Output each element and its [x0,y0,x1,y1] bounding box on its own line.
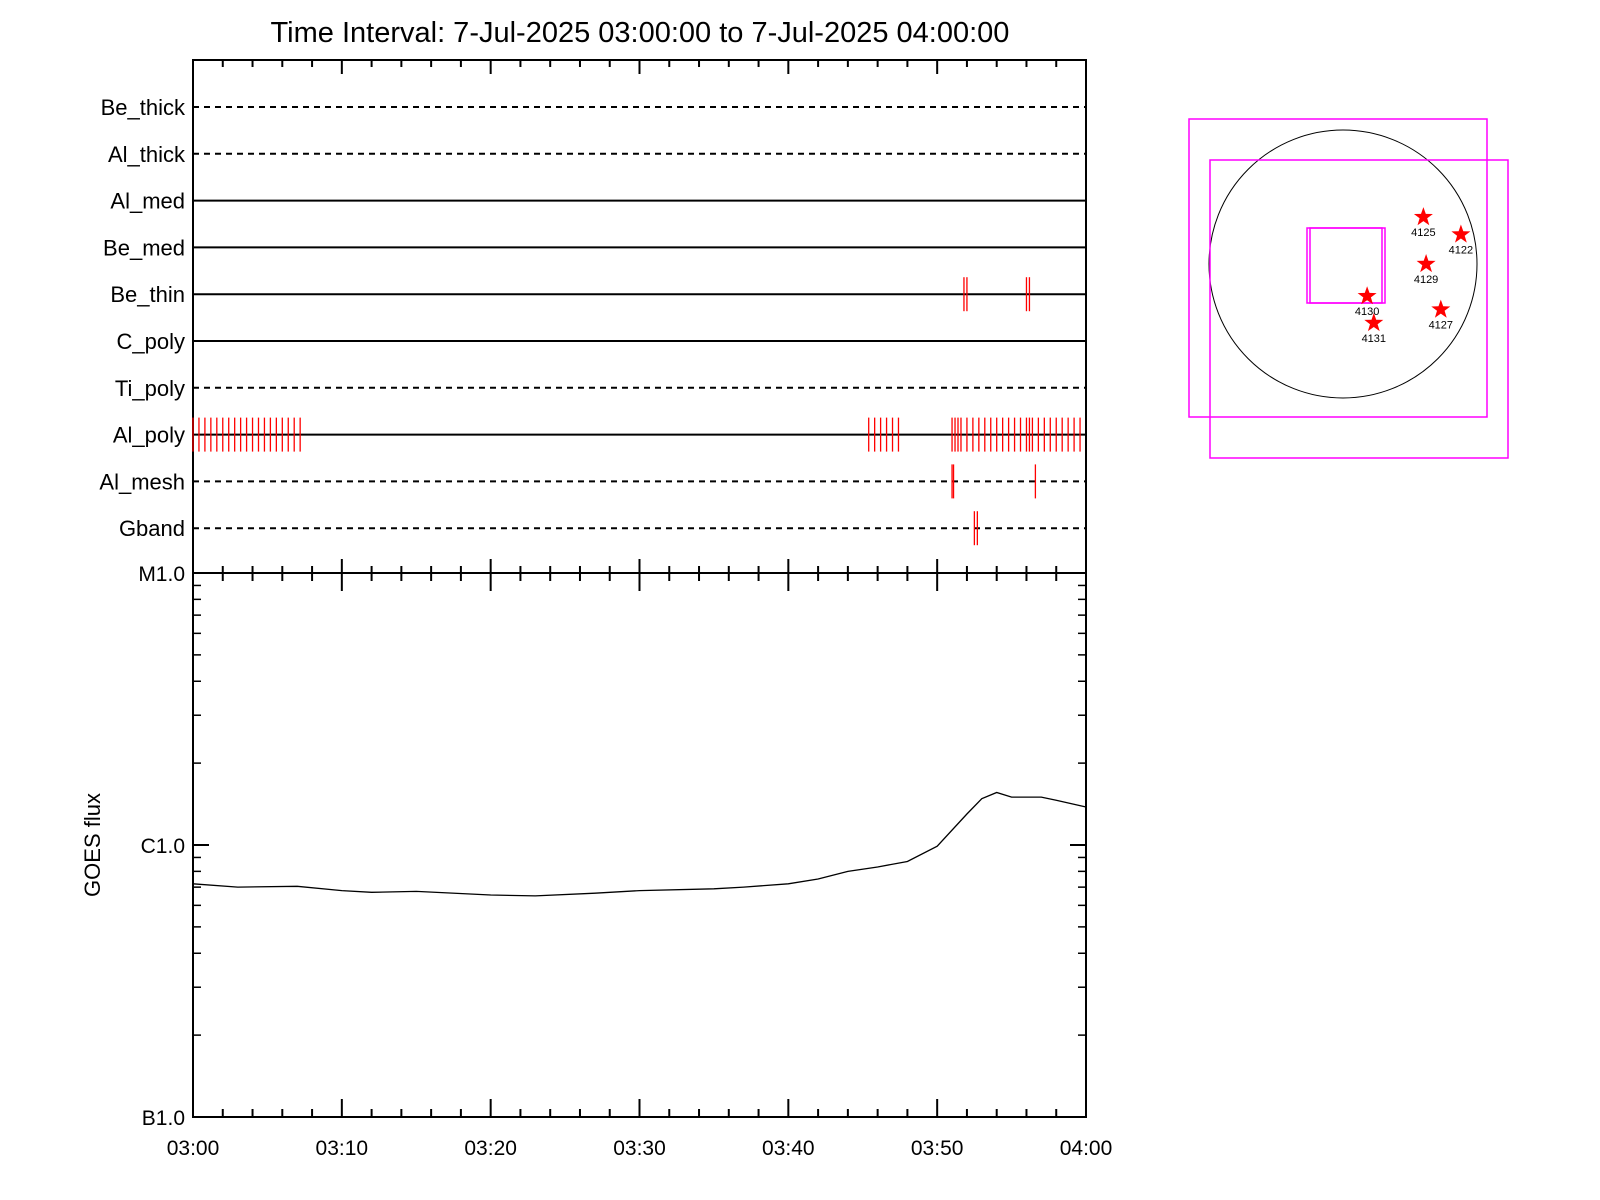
active-region-4122: 4122 [1449,224,1473,257]
filter-row-al-mesh: Al_mesh [99,464,1086,499]
active-region-4131: 4131 [1362,313,1386,345]
active-region-star [1357,286,1377,305]
filter-label: Be_med [103,235,185,260]
active-region-4130: 4130 [1355,286,1379,318]
goes-flux-panel: 03:00 03:10 03:20 03:30 03:40 03:50 04:00 B1.0 C… [80,563,1112,1160]
filter-label: Be_thin [110,282,185,307]
active-region-label: 4131 [1362,333,1386,345]
active-region-star [1451,224,1471,243]
fov-box [1209,159,1509,459]
active-region-label: 4130 [1355,306,1379,318]
goes-flux-line [192,791,1087,897]
filter-row-be-thick: Be_thick [101,95,1086,120]
active-region-label: 4129 [1414,274,1438,286]
x-tick-label: 04:00 [1060,1137,1113,1160]
active-region-label: 4127 [1429,320,1453,332]
solar-disk-panel: 4125 4122 4129 4130 4131 4127 [1188,118,1509,459]
filter-label: Al_mesh [99,469,185,494]
active-region-label: 4125 [1411,227,1435,239]
filter-row-c-poly: C_poly [117,329,1086,354]
filter-label: C_poly [117,329,185,354]
x-tick-label: 03:50 [911,1137,964,1160]
filter-row-al-poly: Al_poly [113,417,1086,452]
filter-label: Al_thick [108,142,186,167]
active-region-4125: 4125 [1411,207,1436,239]
x-tick-label: 03:20 [464,1137,517,1160]
x-tick-label: 03:30 [613,1137,666,1160]
filter-row-be-med: Be_med [103,235,1086,260]
y-tick-label: M1.0 [138,563,185,586]
fov-box-small [1309,227,1386,304]
filter-label: Al_poly [113,423,185,448]
y-tick-label: C1.0 [141,835,185,858]
active-region-star [1431,299,1451,318]
filter-row-al-med: Al_med [110,189,1086,214]
x-tick-label: 03:10 [316,1137,369,1160]
solar-disk-limb [1208,129,1478,399]
active-region-star [1416,254,1436,273]
x-tick-label: 03:00 [167,1137,220,1160]
filter-row-al-thick: Al_thick [108,142,1086,167]
active-region-star [1364,313,1384,332]
active-region-4127: 4127 [1429,299,1453,332]
filter-row-be-thin: Be_thin [110,277,1086,312]
fov-box-small [1306,227,1383,304]
active-region-4129: 4129 [1414,254,1438,286]
filter-row-gband: Gband [119,511,1086,546]
filter-label: Be_thick [101,95,186,120]
fov-box [1188,118,1488,418]
y-tick-label: B1.0 [142,1107,185,1130]
active-region-label: 4122 [1449,245,1473,257]
filter-label: Al_med [110,189,185,214]
y-axis-label: GOES flux [80,793,105,897]
filter-timeline-panel: Be_thick Al_thick Al_med Be_med Be_thin C_pol… [99,59,1087,574]
goes-frame [192,572,1087,1118]
active-region-star [1413,207,1433,226]
chart-title: Time Interval: 7-Jul-2025 03:00:00 to 7-… [271,17,1010,49]
filter-label: Gband [119,516,185,541]
filter-row-ti-poly: Ti_poly [115,376,1086,401]
x-tick-label: 03:40 [762,1137,815,1160]
filter-label: Ti_poly [115,376,185,401]
